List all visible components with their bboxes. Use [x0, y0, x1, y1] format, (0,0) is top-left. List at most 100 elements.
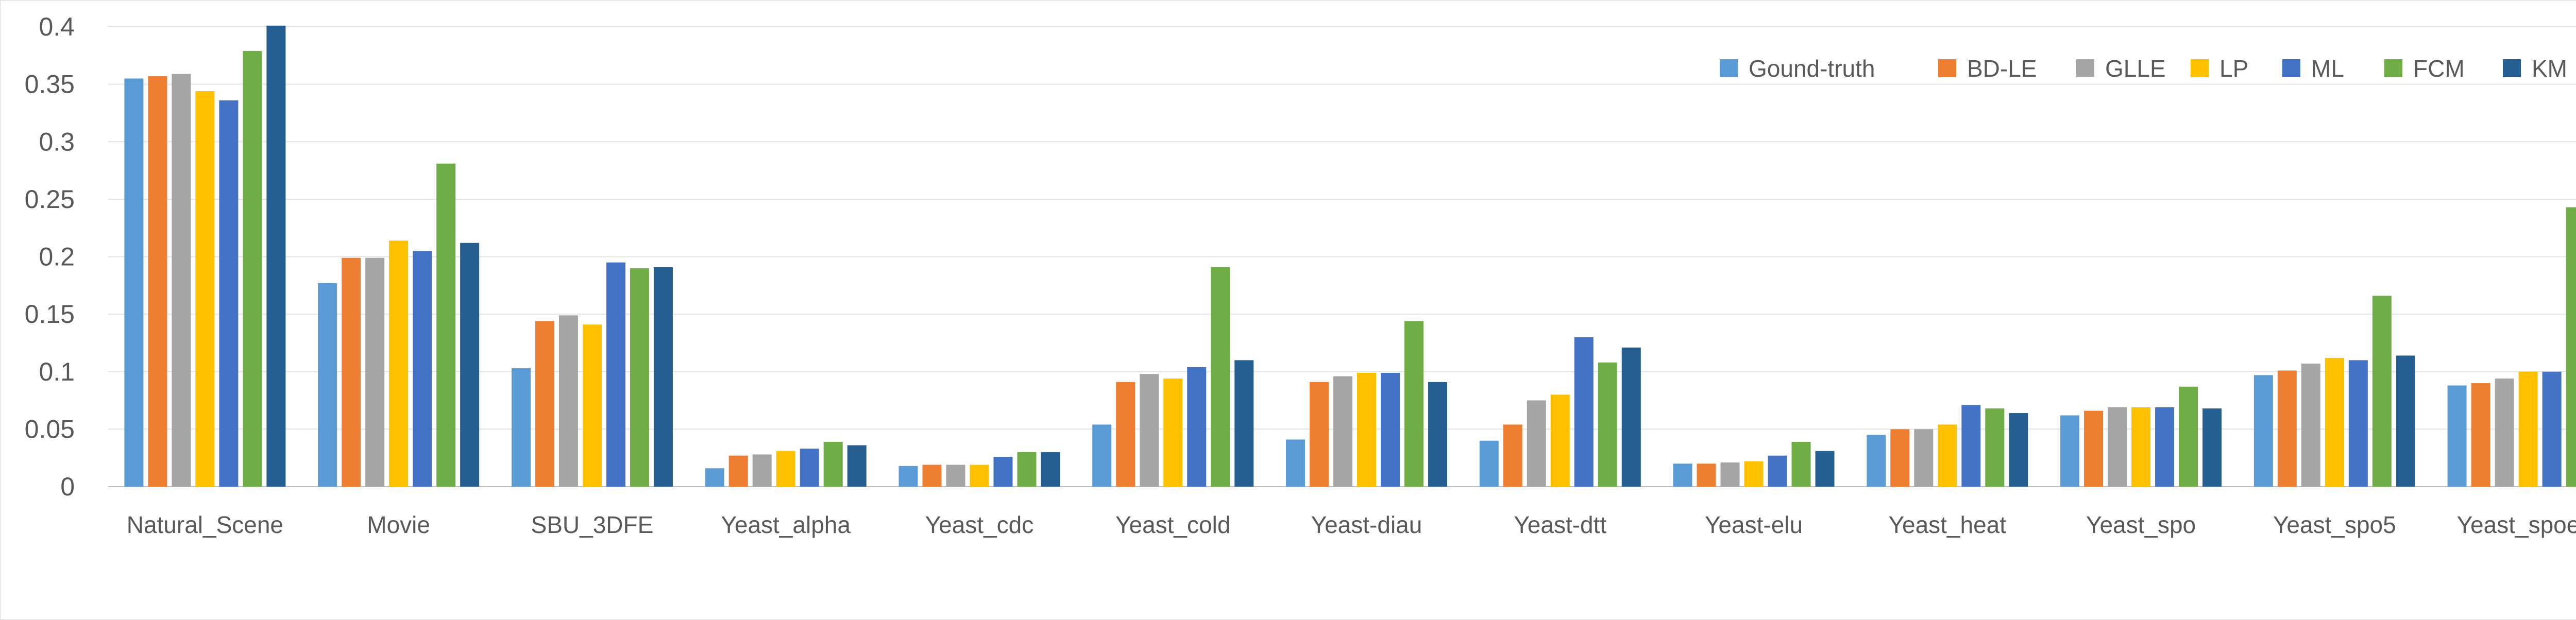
legend: Gound-truth BD-LE GLLE LP ML FCM KM — [1720, 55, 2567, 82]
bar — [2372, 296, 2392, 487]
bar — [1503, 424, 1522, 487]
bar — [1527, 400, 1546, 487]
bar — [1041, 452, 1060, 487]
bar — [2277, 370, 2297, 487]
bar — [1310, 382, 1329, 487]
y-axis-ticks: 0 0.05 0.1 0.15 0.2 0.25 0.3 0.35 0.4 — [25, 12, 75, 501]
bar — [1234, 360, 1254, 487]
bar — [1163, 378, 1183, 487]
legend-label: LP — [2219, 55, 2248, 82]
bar — [2155, 407, 2175, 487]
bar — [1116, 382, 1136, 487]
bar — [2060, 415, 2080, 487]
x-category-label: Yeast_cold — [1115, 511, 1230, 538]
bar — [148, 76, 167, 487]
legend-swatch — [2191, 59, 2209, 77]
x-category-label: Yeast_spo — [2086, 511, 2196, 538]
bar — [2325, 357, 2344, 487]
bar — [2518, 371, 2538, 487]
bar — [728, 455, 748, 487]
bar — [436, 163, 456, 487]
x-category-label: Yeast_spoem — [2457, 511, 2576, 538]
bar — [1985, 408, 2005, 487]
legend-label: ML — [2311, 55, 2344, 82]
bar — [606, 262, 625, 487]
bar — [752, 454, 772, 487]
bar — [2253, 375, 2273, 487]
bar — [2009, 413, 2028, 487]
bar — [653, 267, 673, 487]
bar — [1720, 462, 1740, 487]
bar — [1673, 463, 1692, 487]
bar — [413, 251, 432, 487]
bar — [1333, 376, 1352, 487]
bar — [1479, 440, 1499, 487]
legend-swatch — [2076, 59, 2094, 77]
bar — [511, 368, 531, 487]
bar — [2301, 364, 2320, 487]
legend-swatch — [2503, 59, 2521, 77]
bar — [1187, 367, 1207, 487]
bar — [1914, 429, 1934, 487]
legend-swatch — [1720, 59, 1738, 77]
x-category-label: Yeast_alpha — [721, 511, 851, 538]
legend-swatch — [2282, 59, 2300, 77]
bar — [993, 456, 1013, 487]
x-category-label: Yeast_spo5 — [2273, 511, 2396, 538]
x-category-label: Movie — [367, 511, 430, 538]
bar — [1791, 441, 1811, 487]
bar — [2396, 355, 2415, 487]
legend-label: Gound-truth — [1749, 55, 1875, 82]
bar — [1428, 382, 1447, 487]
bar — [172, 74, 191, 487]
legend-label: FCM — [2413, 55, 2465, 82]
bar — [946, 464, 965, 487]
x-category-label: Yeast_cdc — [925, 511, 1034, 538]
bar — [1621, 347, 1641, 487]
legend-label: KM — [2532, 55, 2567, 82]
bar — [800, 449, 819, 487]
x-category-label: SBU_3DFE — [531, 511, 654, 538]
x-category-label: Yeast-elu — [1705, 511, 1803, 538]
bars — [124, 25, 2576, 487]
legend-swatch — [2384, 59, 2402, 77]
bar — [535, 321, 554, 487]
y-tick-label: 0.25 — [25, 185, 75, 214]
bar — [1768, 455, 1787, 487]
bar — [1357, 372, 1376, 487]
bar — [124, 78, 144, 487]
bar — [776, 451, 795, 487]
bar — [2179, 386, 2198, 487]
bar — [1697, 463, 1716, 487]
bar — [899, 466, 918, 487]
y-tick-label: 0.4 — [39, 12, 75, 41]
bar — [1550, 394, 1570, 487]
bar — [2131, 407, 2151, 487]
y-tick-label: 0.1 — [39, 357, 75, 386]
bar — [1598, 362, 1617, 487]
x-category-label: Yeast_heat — [1889, 511, 2007, 538]
bar — [2542, 371, 2562, 487]
legend-swatch — [1938, 59, 1956, 77]
bar — [1092, 424, 1112, 487]
bar — [823, 441, 843, 487]
bar — [1815, 451, 1835, 487]
bar — [558, 315, 578, 487]
legend-label: GLLE — [2105, 55, 2166, 82]
y-tick-label: 0 — [60, 472, 75, 501]
bar — [195, 91, 215, 487]
bar — [318, 283, 337, 487]
bar — [2447, 385, 2467, 487]
y-tick-label: 0.2 — [39, 243, 75, 271]
bar — [389, 240, 409, 487]
bar — [1961, 405, 1981, 487]
x-category-label: Yeast-diau — [1311, 511, 1422, 538]
bar — [1286, 439, 1305, 487]
x-category-label: Yeast-dtt — [1514, 511, 1606, 538]
x-axis-categories: Natural_Scene Movie SBU_3DFE Yeast_alpha Yea… — [127, 511, 2576, 538]
bar — [1404, 321, 1423, 487]
bar — [2471, 383, 2490, 487]
bar — [705, 468, 724, 487]
bar — [630, 268, 649, 487]
